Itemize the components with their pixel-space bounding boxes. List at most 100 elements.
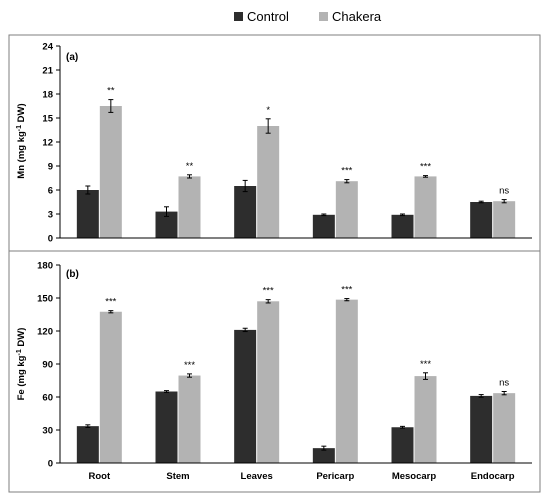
panel-a-error-bar <box>400 213 405 217</box>
panel-a-y-tick-label: 18 <box>42 90 53 101</box>
panel-b-bar-chakera-leaves <box>257 301 280 463</box>
panel-b-y-tick-label: 150 <box>37 294 53 305</box>
panel-a-bar-control-pericarp <box>312 214 335 238</box>
panel-b-error-bar <box>478 394 484 398</box>
panel-a-y-ticks: 0 3 6 9 12 15 18 21 24 <box>42 42 60 245</box>
panel-a-bar-chakera-mesocarp <box>414 176 437 238</box>
panel-b-error-bar <box>164 390 169 393</box>
panel-a-y-tick-label: 12 <box>42 138 53 149</box>
panel-a-error-bar <box>164 206 169 217</box>
panel-a-bars <box>76 99 516 238</box>
panel-a-y-tick-label: 0 <box>48 234 53 245</box>
panel-b-bar-control-pericarp <box>312 448 335 463</box>
panel-b-bar-chakera-stem <box>178 375 201 463</box>
panel-b-bar-chakera-mesocarp <box>414 376 437 463</box>
panel-a-y-tick-label: 9 <box>48 162 53 173</box>
x-axis-label-root: Root <box>89 471 111 482</box>
panel-b-error-bar <box>242 327 248 333</box>
panel-a-bar-chakera-leaves <box>257 126 280 238</box>
panel-a-bar-chakera-pericarp <box>335 181 358 238</box>
panel-b-bar-control-stem <box>155 391 178 463</box>
panel-a-y-tick-label: 15 <box>42 114 53 125</box>
panel-b-y-tick-label: 90 <box>42 360 53 371</box>
panel-b-label: (b) <box>66 269 79 280</box>
panel-a-y-tick-label: 3 <box>48 210 53 221</box>
panel-b-significance-pericarp: *** <box>341 285 352 296</box>
panel-b-significance-leaves: *** <box>263 286 274 297</box>
panel-a-bar-chakera-stem <box>178 176 201 238</box>
panel-a-significance: ******** ***ns <box>107 86 509 197</box>
panel-a-error-bar <box>501 199 507 204</box>
panel-a-y-tick-label: 24 <box>42 42 53 53</box>
x-axis-label-endocarp: Endocarp <box>471 471 515 482</box>
legend-swatch-control <box>234 12 243 21</box>
panel-a-bar-chakera-endocarp <box>493 201 516 238</box>
panel-a-error-bar <box>344 179 350 184</box>
panel-b-y-ticks: 0 30 60 90 120 150 180 <box>37 261 60 470</box>
x-axis-category-labels: Root Stem Leaves Pericarp Mesocarp Endocarp <box>89 471 515 482</box>
panel-a-significance-stem: ** <box>186 161 194 172</box>
panel-a-bar-control-stem <box>155 211 178 238</box>
panel-b-y-axis-title: Fe (mg kg-1 DW) <box>16 328 27 401</box>
panel-b-bar-control-mesocarp <box>391 427 414 463</box>
panel-b-error-bar <box>265 299 271 304</box>
panel-b-error-bar <box>423 372 428 380</box>
panel-a-significance-endocarp: ns <box>499 186 509 197</box>
x-axis-label-stem: Stem <box>166 471 189 482</box>
panel-a-bar-control-root <box>76 190 99 238</box>
panel-a-significance-leaves: * <box>266 105 270 116</box>
panel-b-bar-chakera-pericarp <box>335 299 358 463</box>
panel-b-error-bar <box>108 310 114 314</box>
panel-b-significance: *** *** *** *** *** ns <box>105 285 509 389</box>
panel-b-error-bar <box>321 445 327 451</box>
x-axis-label-leaves: Leaves <box>241 471 273 482</box>
panel-b-y-tick-label: 0 <box>48 459 53 470</box>
panel-b-significance-endocarp: ns <box>499 378 509 389</box>
panel-b-bar-control-leaves <box>234 329 257 463</box>
legend-swatch-chakera <box>319 12 328 21</box>
panel-b-significance-root: *** <box>105 297 116 308</box>
legend: Control Chakera <box>234 9 382 24</box>
panel-a-error-bar <box>265 118 271 134</box>
panel-b-y-tick-label: 60 <box>42 393 53 404</box>
panel-b: (b) Fe (mg kg-1 DW) 0 30 60 90 120 150 180 ***… <box>16 261 532 482</box>
panel-b-error-bar <box>187 373 192 378</box>
x-axis-label-pericarp: Pericarp <box>316 471 354 482</box>
panel-a-error-bar <box>85 185 91 195</box>
panel-a-error-bar <box>321 213 327 217</box>
panel-a-significance-pericarp: *** <box>341 166 352 177</box>
panel-a-y-axis-title: Mn (mg kg-1 DW) <box>16 103 27 178</box>
panel-a-y-tick-label: 6 <box>48 186 53 197</box>
panel-a-error-bar <box>187 174 192 179</box>
panel-a-bar-control-endocarp <box>470 202 493 238</box>
panel-b-y-tick-label: 120 <box>37 327 53 338</box>
panel-a-bar-control-leaves <box>234 186 257 238</box>
panel-a-error-bar <box>423 175 428 178</box>
panel-b-frame <box>8 250 541 493</box>
panel-b-error-bar <box>344 298 350 302</box>
panel-a-label: (a) <box>66 52 78 63</box>
panel-b-significance-stem: *** <box>184 360 195 371</box>
panel-a-error-bar <box>108 99 114 113</box>
panel-b-error-bar <box>501 391 507 396</box>
panel-a-error-bar <box>478 200 484 204</box>
panel-b-bar-chakera-root <box>99 311 122 463</box>
panel-b-bars <box>76 298 516 463</box>
panel-a-bar-chakera-root <box>99 106 122 238</box>
panel-b-error-bar <box>85 424 91 428</box>
legend-label-chakera: Chakera <box>332 9 382 24</box>
panel-b-bar-control-endocarp <box>470 395 493 463</box>
panel-b-y-tick-label: 30 <box>42 426 53 437</box>
panel-a-y-tick-label: 21 <box>42 66 53 77</box>
x-axis-label-mesocarp: Mesocarp <box>392 471 437 482</box>
panel-a-significance-mesocarp: *** <box>420 162 431 173</box>
panel-b-error-bar <box>400 425 405 429</box>
panel-b-significance-mesocarp: *** <box>420 359 431 370</box>
panel-a-bar-control-mesocarp <box>391 214 414 238</box>
legend-label-control: Control <box>247 9 289 24</box>
panel-b-bar-control-root <box>76 426 99 463</box>
panel-b-bar-chakera-endocarp <box>493 393 516 463</box>
panel-a-significance-root: ** <box>107 86 115 97</box>
